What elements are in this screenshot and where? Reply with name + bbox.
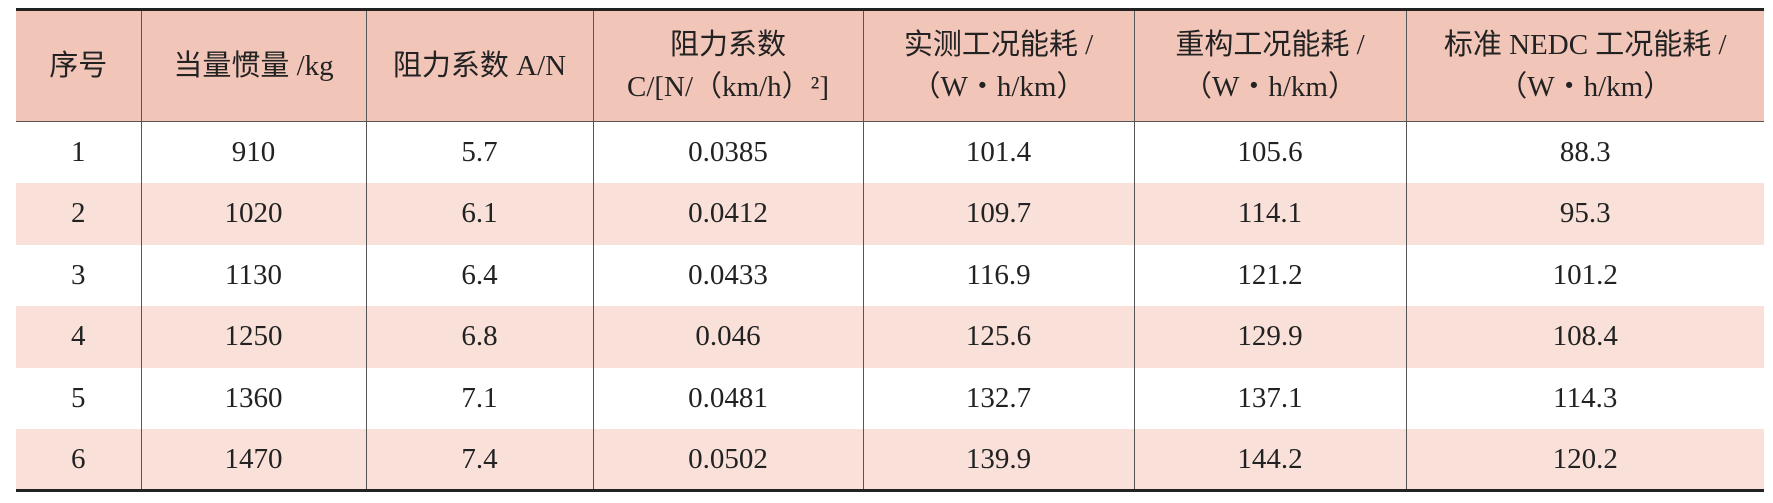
header-text: C/[N/（km/h）²]	[626, 71, 830, 103]
table-cell: 88.3	[1405, 121, 1764, 183]
table-cell: 1470	[140, 429, 367, 491]
table-cell: 0.0412	[592, 183, 864, 245]
table-body: 1 910 5.7 0.0385 101.4 105.6 88.3 2 1020 6.1 0.041…	[16, 121, 1764, 491]
table-cell: 108.4	[1405, 306, 1764, 368]
table-cell: 121.2	[1133, 244, 1407, 306]
table-cell: 7.4	[365, 429, 594, 491]
table-row: 1 910 5.7 0.0385 101.4 105.6 88.3	[16, 121, 1764, 183]
table-row: 6 1470 7.4 0.0502 139.9 144.2 120.2	[16, 429, 1764, 491]
header-text: 实测工况能耗 /	[903, 29, 1094, 61]
table-cell: 1130	[140, 244, 367, 306]
header-row: 序号 当量惯量 /kg 阻力系数 A/N 阻力系数 C/[N/（km/h）²] 实测工况能…	[16, 9, 1764, 122]
table-cell: 0.0481	[592, 367, 864, 429]
table-cell: 101.4	[862, 121, 1135, 183]
table-cell: 3	[16, 244, 142, 306]
table-row: 3 1130 6.4 0.0433 116.9 121.2 101.2	[16, 244, 1764, 306]
table-cell: 137.1	[1133, 367, 1407, 429]
table-cell: 1360	[140, 367, 367, 429]
table-cell: 1	[16, 121, 142, 183]
header-cell: 实测工况能耗 / （W・h/km）	[862, 9, 1135, 122]
table-cell: 1020	[140, 183, 367, 245]
table-cell: 0.0502	[592, 429, 864, 491]
header-cell: 序号	[16, 9, 142, 122]
table-cell: 129.9	[1133, 306, 1407, 368]
table-cell: 5.7	[365, 121, 594, 183]
header-cell: 标准 NEDC 工况能耗 / （W・h/km）	[1405, 9, 1764, 122]
table-cell: 2	[16, 183, 142, 245]
table-cell: 6.1	[365, 183, 594, 245]
table-cell: 114.1	[1133, 183, 1407, 245]
table-cell: 910	[140, 121, 367, 183]
table-cell: 6	[16, 429, 142, 491]
table-header: 序号 当量惯量 /kg 阻力系数 A/N 阻力系数 C/[N/（km/h）²] 实测工况能…	[16, 9, 1764, 122]
table-cell: 5	[16, 367, 142, 429]
header-text: （W・h/km）	[1498, 71, 1673, 103]
table-cell: 139.9	[862, 429, 1135, 491]
header-cell: 当量惯量 /kg	[140, 9, 367, 122]
table-cell: 1250	[140, 306, 367, 368]
table-cell: 144.2	[1133, 429, 1407, 491]
table-cell: 6.4	[365, 244, 594, 306]
header-text: 序号	[49, 50, 108, 82]
header-cell: 重构工况能耗 / （W・h/km）	[1133, 9, 1407, 122]
table-cell: 0.046	[592, 306, 864, 368]
table-row: 2 1020 6.1 0.0412 109.7 114.1 95.3	[16, 183, 1764, 245]
table-cell: 7.1	[365, 367, 594, 429]
table-cell: 6.8	[365, 306, 594, 368]
header-cell: 阻力系数 C/[N/（km/h）²]	[592, 9, 864, 122]
data-table: 序号 当量惯量 /kg 阻力系数 A/N 阻力系数 C/[N/（km/h）²] 实测工况能…	[16, 8, 1764, 492]
header-text: （W・h/km）	[911, 71, 1086, 103]
table-row: 5 1360 7.1 0.0481 132.7 137.1 114.3	[16, 367, 1764, 429]
table-cell: 101.2	[1405, 244, 1764, 306]
header-text: 阻力系数	[669, 29, 786, 61]
table-cell: 4	[16, 306, 142, 368]
table-cell: 114.3	[1405, 367, 1764, 429]
table-cell: 132.7	[862, 367, 1135, 429]
table-cell: 120.2	[1405, 429, 1764, 491]
table-row: 4 1250 6.8 0.046 125.6 129.9 108.4	[16, 306, 1764, 368]
header-text: 重构工况能耗 /	[1175, 29, 1365, 61]
table-cell: 95.3	[1405, 183, 1764, 245]
header-text: 标准 NEDC 工况能耗 /	[1443, 29, 1727, 61]
table-cell: 125.6	[862, 306, 1135, 368]
table-cell: 116.9	[862, 244, 1135, 306]
table-cell: 0.0385	[592, 121, 864, 183]
header-cell: 阻力系数 A/N	[365, 9, 594, 122]
table-cell: 109.7	[862, 183, 1135, 245]
header-text: 阻力系数 A/N	[392, 50, 567, 82]
table-cell: 105.6	[1133, 121, 1407, 183]
table-cell: 0.0433	[592, 244, 864, 306]
header-text: （W・h/km）	[1183, 71, 1357, 103]
header-text: 当量惯量 /kg	[173, 50, 334, 82]
